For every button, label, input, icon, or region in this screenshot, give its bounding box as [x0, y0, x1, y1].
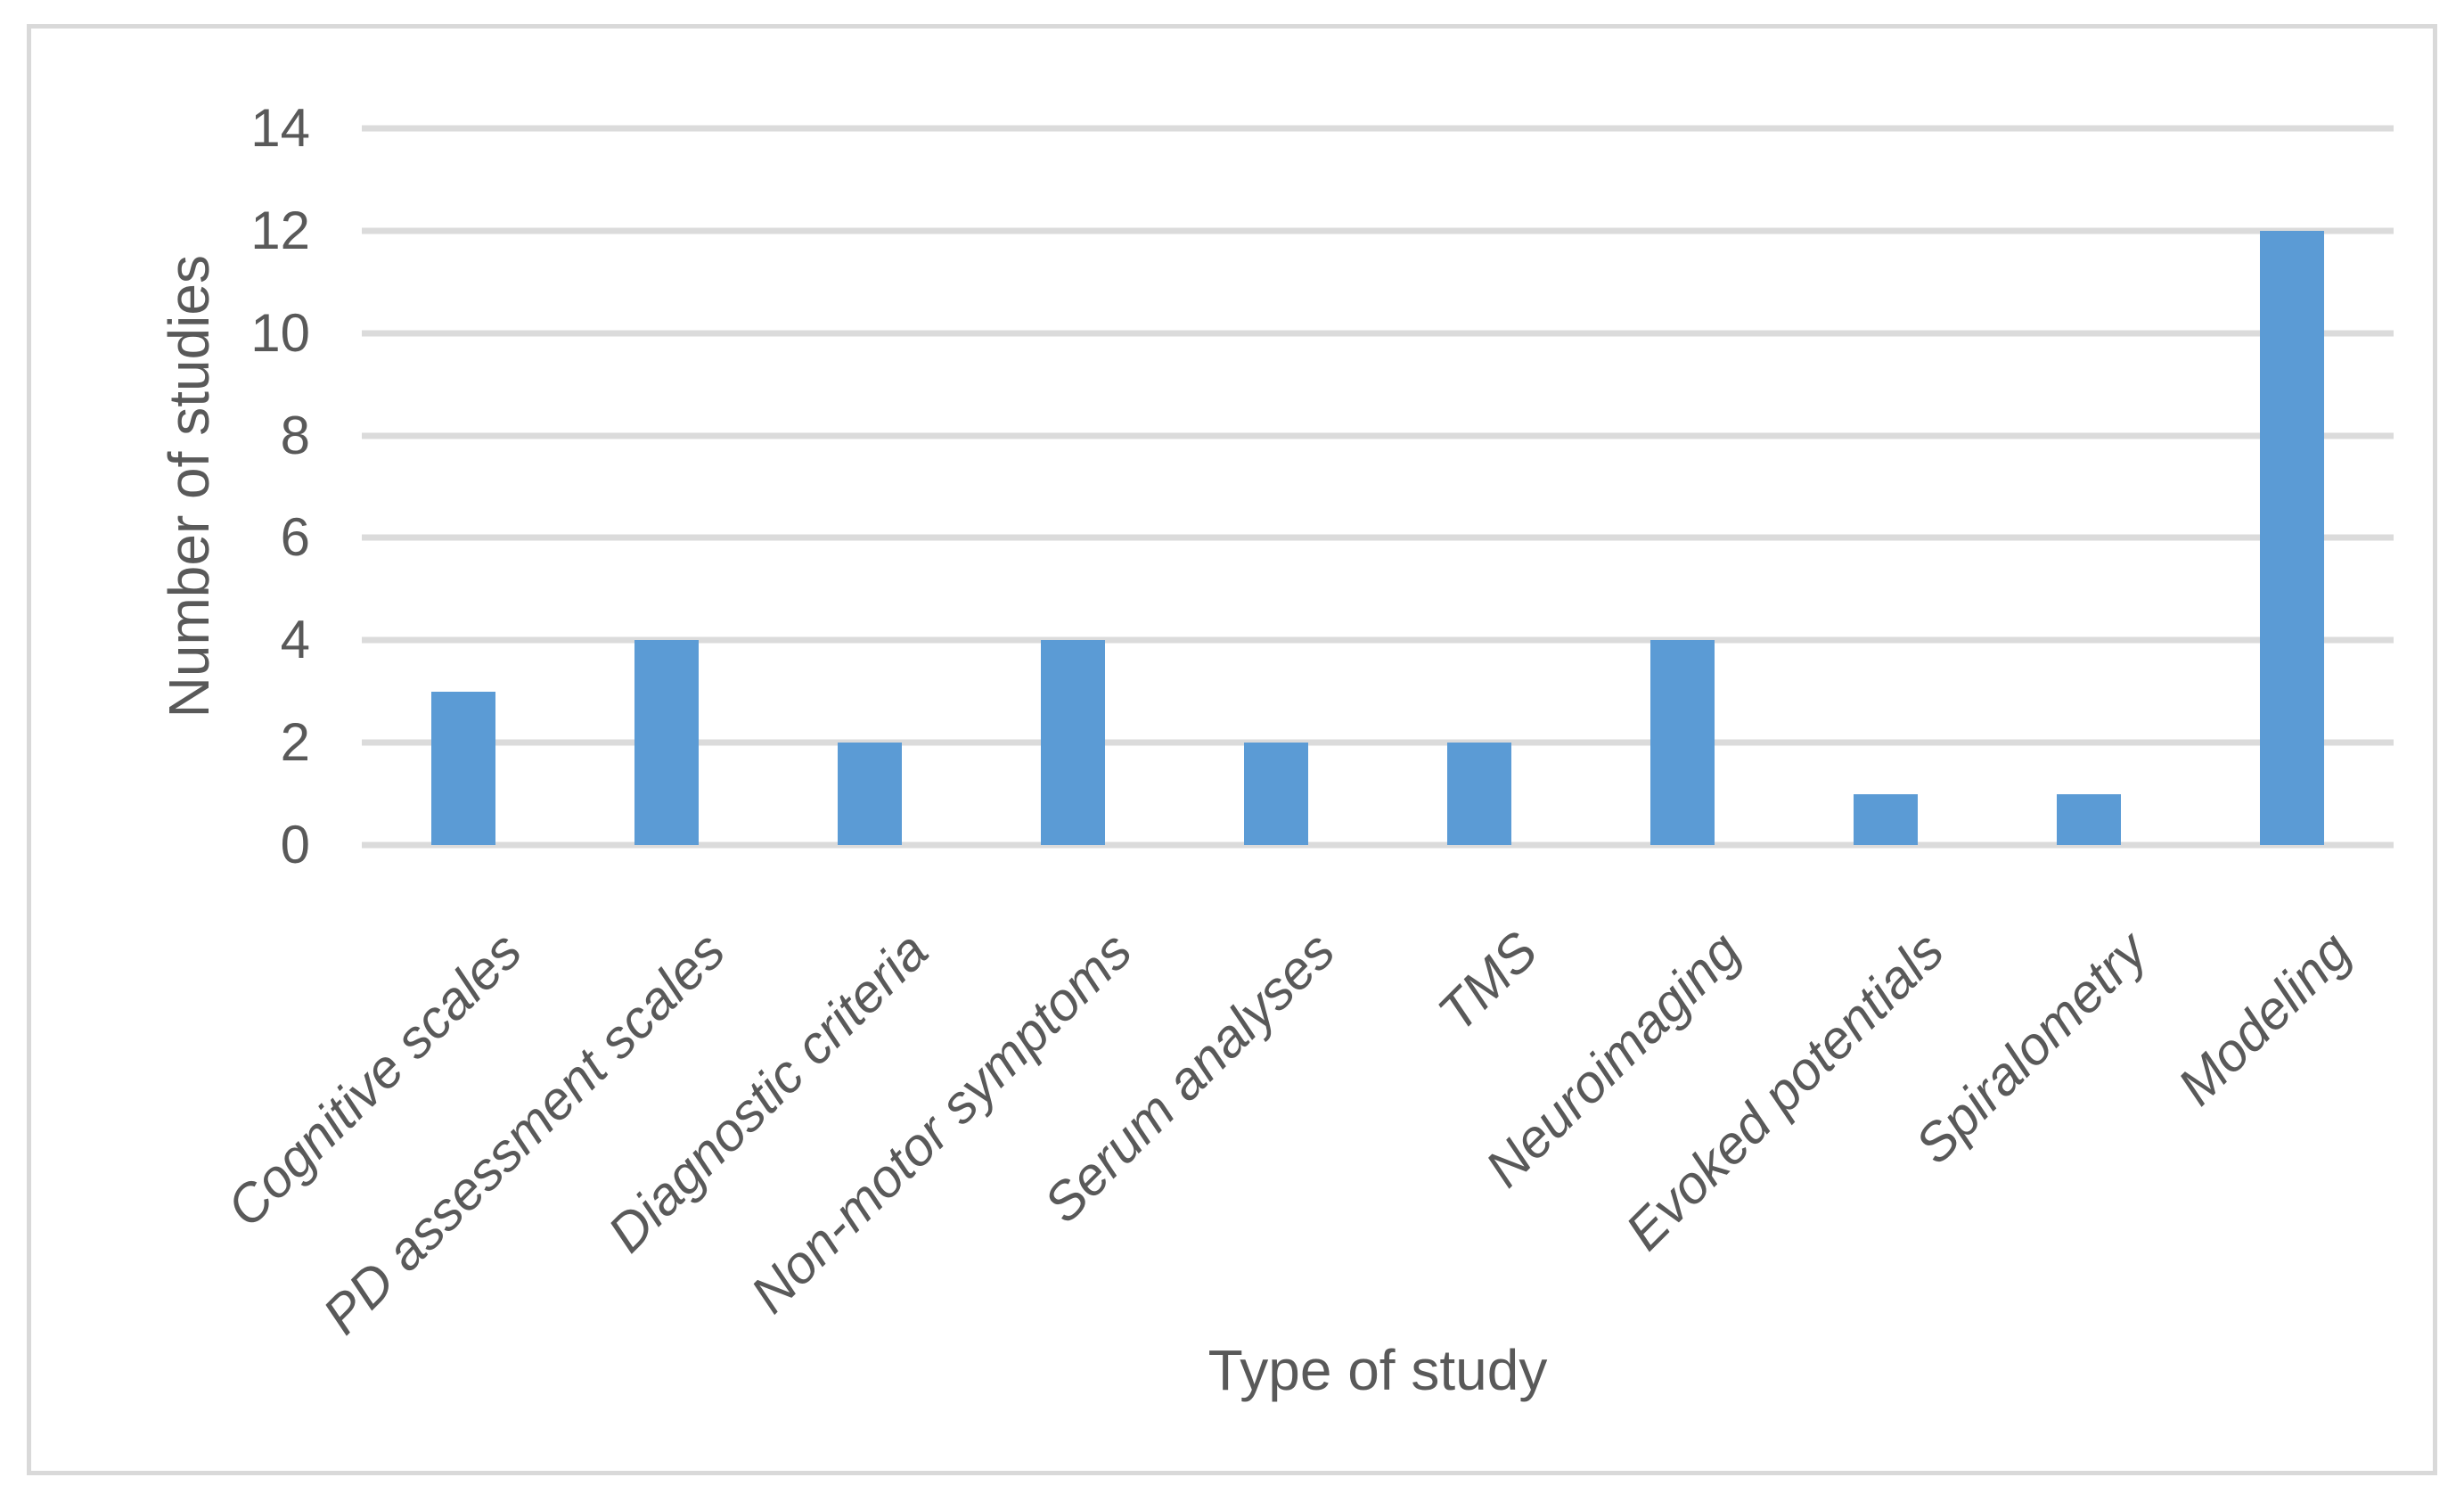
bar-cognitive-scales — [431, 691, 495, 845]
gridline-y-8 — [362, 432, 2394, 439]
bar-slot-neuroimaging — [1581, 128, 1784, 845]
bar-neuroimaging — [1650, 640, 1715, 845]
bar-non-motor-symptoms — [1041, 640, 1105, 845]
y-tick-label: 0 — [280, 815, 310, 874]
gridline-y-6 — [362, 534, 2394, 541]
gridline-y-12 — [362, 227, 2394, 234]
bar-slot-spiralometry — [1987, 128, 2190, 845]
y-tick-label: 8 — [280, 405, 310, 465]
bar-slot-evoked-potentials — [1784, 128, 1987, 845]
bar-spiralometry — [2057, 793, 2121, 845]
y-tick-label: 12 — [250, 200, 310, 260]
x-category-label: PD assessment scales — [311, 920, 737, 1346]
plot-area — [362, 125, 2394, 849]
y-tick-label: 14 — [250, 98, 310, 158]
chart-border: Number of studies 14 12 10 8 6 4 2 0 Cognitive … — [27, 24, 2437, 1475]
x-axis-title: Type of study — [1207, 1338, 1548, 1402]
gridline-y-2 — [362, 739, 2394, 746]
bars — [362, 128, 2394, 845]
y-axis-ticks: 14 12 10 8 6 4 2 0 — [31, 102, 310, 872]
gridline-y-10 — [362, 330, 2394, 337]
bar-slot-non-motor-symptoms — [971, 128, 1175, 845]
gridline-y-4 — [362, 636, 2394, 644]
bar-pd-assessment-scales — [634, 640, 699, 845]
x-category-label: TMS — [1427, 920, 1550, 1043]
x-axis-labels: Cognitive scales PD assessment scales Diag… — [216, 920, 2394, 1346]
bar-tms — [1447, 743, 1511, 845]
x-category-label: Modeling — [2165, 920, 2362, 1117]
gridline-y-0 — [362, 841, 2394, 849]
bar-modeling — [2260, 230, 2324, 845]
y-tick-label: 10 — [250, 302, 310, 363]
gridline-y-14 — [362, 125, 2394, 132]
bar-slot-serum-analyses — [1175, 128, 1378, 845]
bar-slot-diagnostic-criteria — [768, 128, 971, 845]
bar-slot-pd-assessment-scales — [565, 128, 768, 845]
bar-slot-modeling — [2190, 128, 2394, 845]
y-tick-label: 4 — [280, 610, 310, 670]
bar-slot-tms — [1378, 128, 1581, 845]
x-category-label: Non-motor symptoms — [739, 920, 1143, 1325]
y-tick-label: 2 — [280, 712, 310, 773]
y-tick-label: 6 — [280, 507, 310, 568]
bar-diagnostic-criteria — [838, 743, 902, 845]
bar-slot-cognitive-scales — [362, 128, 565, 845]
bar-serum-analyses — [1244, 743, 1308, 845]
bar-evoked-potentials — [1854, 793, 1918, 845]
